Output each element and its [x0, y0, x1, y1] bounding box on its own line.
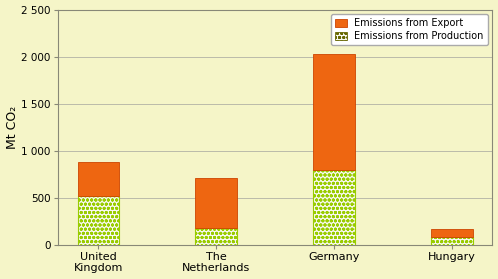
Bar: [431, 229, 473, 237]
Bar: [78, 196, 119, 245]
Y-axis label: Mt CO₂: Mt CO₂: [5, 106, 18, 149]
Bar: [313, 170, 355, 245]
Bar: [196, 178, 237, 228]
Legend: Emissions from Export, Emissions from Production: Emissions from Export, Emissions from Pr…: [331, 15, 488, 45]
Bar: [196, 228, 237, 245]
Bar: [313, 54, 355, 170]
Bar: [78, 162, 119, 196]
Bar: [431, 237, 473, 245]
